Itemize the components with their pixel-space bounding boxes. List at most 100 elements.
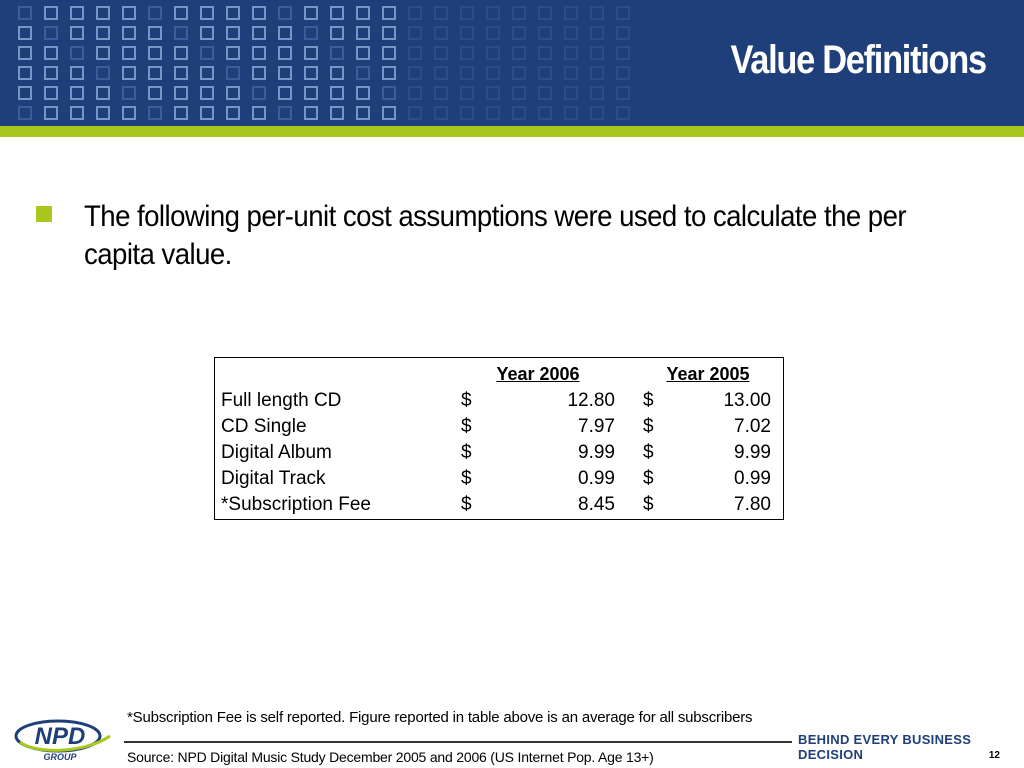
header-banner: Value Definitions [0, 0, 1024, 126]
grid-square [304, 106, 318, 120]
logo-subtext: GROUP [43, 752, 77, 762]
grid-square [18, 46, 32, 60]
grid-square [174, 106, 188, 120]
grid-square [252, 66, 266, 80]
grid-square [616, 106, 630, 120]
grid-square [434, 26, 448, 40]
row-label: CD Single [221, 416, 307, 437]
grid-square [460, 26, 474, 40]
grid-square [330, 66, 344, 80]
currency-symbol: $ [643, 390, 654, 411]
grid-square [148, 46, 162, 60]
grid-square [408, 106, 422, 120]
grid-square [96, 106, 110, 120]
grid-square [538, 66, 552, 80]
table-row: Digital Album $ 9.99 $ 9.99 [215, 442, 783, 469]
grid-square [356, 86, 370, 100]
grid-square [486, 86, 500, 100]
grid-square [382, 6, 396, 20]
grid-square [226, 26, 240, 40]
grid-square [96, 86, 110, 100]
currency-symbol: $ [643, 416, 654, 437]
grid-square [382, 26, 396, 40]
row-label: Full length CD [221, 390, 342, 411]
grid-square [200, 46, 214, 60]
grid-square [538, 106, 552, 120]
grid-square [616, 46, 630, 60]
currency-symbol: $ [461, 442, 472, 463]
grid-square [70, 26, 84, 40]
grid-square [44, 46, 58, 60]
value-2005: 13.00 [723, 390, 771, 411]
value-2006: 0.99 [578, 468, 615, 489]
currency-symbol: $ [643, 468, 654, 489]
grid-square [382, 86, 396, 100]
grid-square [590, 6, 604, 20]
grid-square [616, 86, 630, 100]
grid-square [408, 46, 422, 60]
currency-symbol: $ [461, 468, 472, 489]
grid-square [44, 86, 58, 100]
grid-square [330, 26, 344, 40]
grid-square [200, 86, 214, 100]
grid-square [434, 66, 448, 80]
value-2005: 0.99 [734, 468, 771, 489]
grid-square [70, 106, 84, 120]
grid-square [616, 66, 630, 80]
table-row: *Subscription Fee $ 8.45 $ 7.80 [215, 494, 783, 521]
grid-square [148, 106, 162, 120]
grid-square [44, 106, 58, 120]
grid-square [304, 26, 318, 40]
grid-square [44, 6, 58, 20]
grid-square [96, 66, 110, 80]
value-2005: 7.02 [734, 416, 771, 437]
grid-square [174, 26, 188, 40]
grid-square [122, 86, 136, 100]
grid-square [174, 46, 188, 60]
grid-square [486, 66, 500, 80]
grid-square [96, 26, 110, 40]
grid-square [252, 46, 266, 60]
grid-square [278, 66, 292, 80]
grid-square [148, 6, 162, 20]
grid-square [564, 66, 578, 80]
grid-square [564, 6, 578, 20]
bullet-text: The following per-unit cost assumptions … [84, 200, 907, 271]
grid-square [590, 86, 604, 100]
footer-divider [124, 741, 792, 743]
grid-square [200, 26, 214, 40]
grid-square [252, 106, 266, 120]
currency-symbol: $ [461, 494, 472, 515]
npd-group-logo: NPD GROUP [14, 719, 111, 762]
grid-square [512, 46, 526, 60]
grid-square [226, 66, 240, 80]
grid-square [18, 6, 32, 20]
grid-square [538, 46, 552, 60]
grid-square [356, 46, 370, 60]
grid-square [174, 6, 188, 20]
grid-square [408, 66, 422, 80]
grid-square [382, 46, 396, 60]
grid-square [382, 106, 396, 120]
grid-square [122, 46, 136, 60]
grid-square [512, 66, 526, 80]
grid-square [538, 6, 552, 20]
grid-square [590, 46, 604, 60]
grid-square [148, 66, 162, 80]
page-number: 12 [988, 750, 1000, 761]
value-2006: 12.80 [567, 390, 615, 411]
row-label: Digital Track [221, 468, 326, 489]
grid-square [538, 86, 552, 100]
grid-square [226, 106, 240, 120]
grid-square [486, 26, 500, 40]
slide-title: Value Definitions [730, 38, 988, 82]
grid-square [304, 86, 318, 100]
value-2005: 7.80 [734, 494, 771, 515]
grid-square [226, 86, 240, 100]
grid-square [44, 26, 58, 40]
table-row: CD Single $ 7.97 $ 7.02 [215, 416, 783, 443]
grid-square [590, 26, 604, 40]
grid-square [408, 6, 422, 20]
grid-square [278, 46, 292, 60]
grid-square [356, 6, 370, 20]
